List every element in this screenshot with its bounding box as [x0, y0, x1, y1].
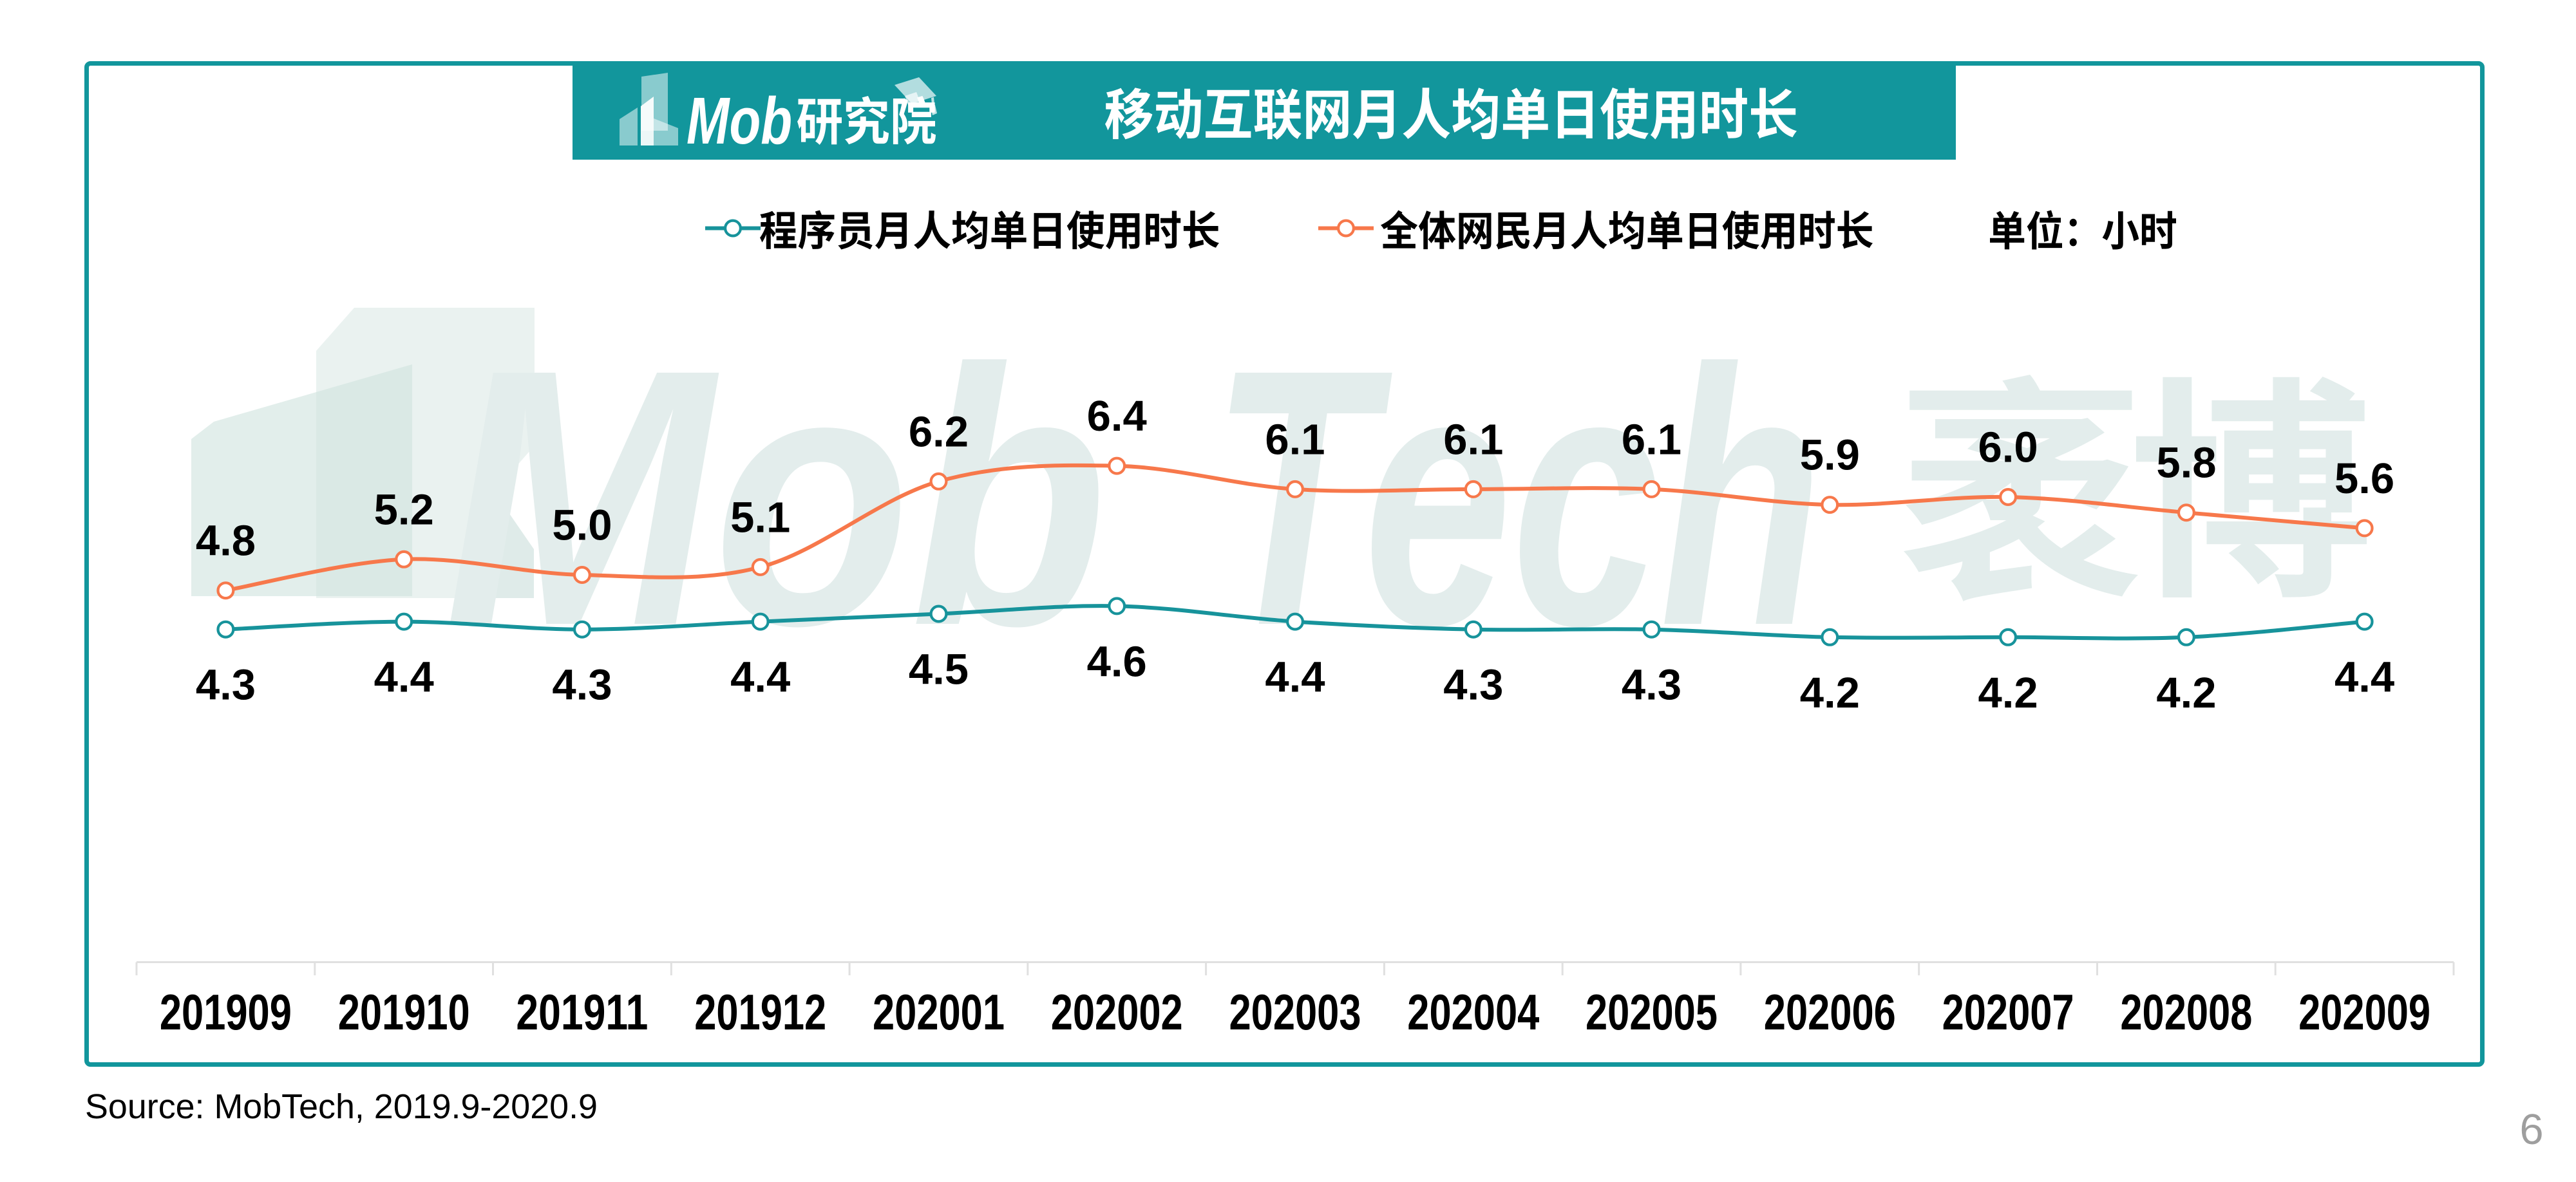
svg-text:201910: 201910 — [338, 984, 470, 1040]
svg-text:4.5: 4.5 — [909, 646, 969, 694]
svg-text:5.9: 5.9 — [1800, 431, 1860, 480]
svg-text:5.8: 5.8 — [2156, 439, 2216, 487]
svg-text:202002: 202002 — [1051, 984, 1183, 1040]
svg-text:6.0: 6.0 — [1978, 424, 2038, 472]
svg-text:201909: 201909 — [160, 984, 292, 1040]
svg-text:202008: 202008 — [2120, 984, 2252, 1040]
svg-text:202003: 202003 — [1229, 984, 1361, 1040]
svg-text:4.3: 4.3 — [552, 661, 612, 709]
svg-text:Mob: Mob — [687, 84, 792, 158]
svg-text:4.3: 4.3 — [196, 661, 256, 709]
svg-text:6.1: 6.1 — [1265, 415, 1325, 464]
svg-text:4.3: 4.3 — [1622, 661, 1681, 709]
svg-text:6: 6 — [2519, 1105, 2543, 1154]
svg-text:6.1: 6.1 — [1443, 415, 1503, 464]
svg-text:Source: MobTech, 2019.9-2020: Source: MobTech, 2019.9-2020.9 — [85, 1087, 598, 1126]
svg-text:5.6: 5.6 — [2334, 455, 2394, 503]
svg-text:4.4: 4.4 — [730, 653, 790, 702]
svg-text:202009: 202009 — [2298, 984, 2430, 1040]
svg-text:4.2: 4.2 — [2156, 669, 2216, 717]
svg-text:5.0: 5.0 — [552, 502, 612, 550]
svg-text:5.1: 5.1 — [730, 493, 790, 541]
svg-text:4.6: 4.6 — [1087, 637, 1147, 686]
svg-text:5.2: 5.2 — [374, 485, 434, 534]
svg-text:6.4: 6.4 — [1087, 392, 1147, 440]
svg-text:6.1: 6.1 — [1622, 415, 1681, 464]
svg-text:4.2: 4.2 — [1978, 669, 2038, 717]
svg-text:202007: 202007 — [1942, 984, 2074, 1040]
svg-text:202005: 202005 — [1586, 984, 1718, 1040]
svg-text:6.2: 6.2 — [909, 408, 969, 456]
svg-text:202001: 202001 — [873, 984, 1005, 1040]
svg-text:202004: 202004 — [1407, 984, 1539, 1040]
svg-text:4.4: 4.4 — [1265, 653, 1325, 702]
svg-text:4.8: 4.8 — [196, 517, 256, 565]
svg-text:202006: 202006 — [1764, 984, 1896, 1040]
svg-text:4.4: 4.4 — [2334, 653, 2394, 702]
svg-text:4.2: 4.2 — [1800, 669, 1860, 717]
svg-text:201912: 201912 — [694, 984, 826, 1040]
svg-text:201911: 201911 — [516, 984, 648, 1040]
svg-text:4.4: 4.4 — [374, 653, 434, 702]
svg-text:4.3: 4.3 — [1443, 661, 1503, 709]
